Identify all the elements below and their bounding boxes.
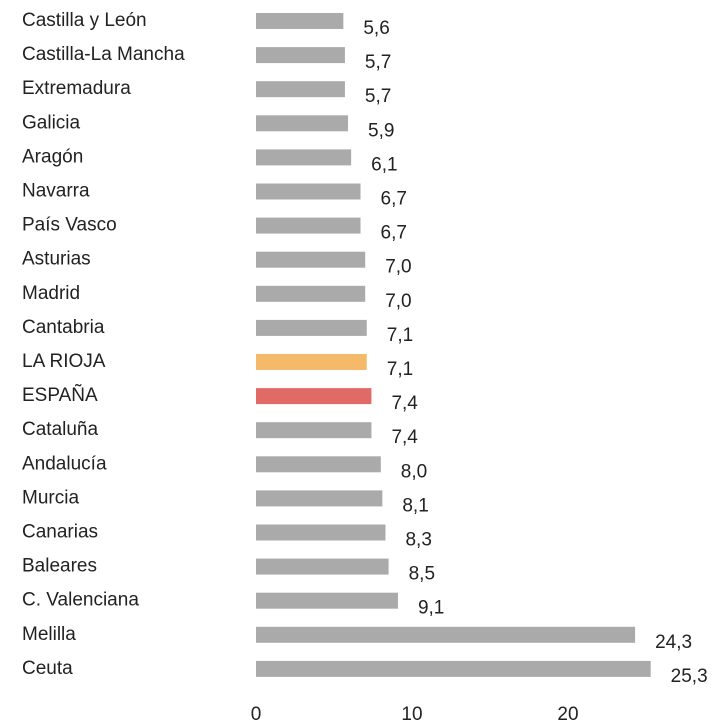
bar bbox=[256, 388, 372, 405]
bar bbox=[256, 149, 352, 166]
bar bbox=[256, 47, 345, 64]
category-label: Asturias bbox=[22, 249, 91, 270]
category-label: Ceuta bbox=[22, 658, 73, 679]
bar bbox=[256, 115, 349, 132]
category-label: Aragón bbox=[22, 146, 83, 167]
category-label: Castilla y León bbox=[22, 10, 147, 31]
bar bbox=[256, 490, 383, 507]
category-label: Extremadura bbox=[22, 78, 131, 99]
bar bbox=[256, 422, 372, 439]
category-label: LA RIOJA bbox=[22, 351, 106, 372]
bar bbox=[256, 183, 361, 200]
bar bbox=[256, 81, 345, 98]
bar bbox=[256, 217, 361, 234]
value-label: 25,3 bbox=[671, 666, 708, 687]
value-label: 5,6 bbox=[363, 18, 389, 39]
bar bbox=[256, 13, 344, 29]
category-label: Canarias bbox=[22, 522, 98, 543]
category-label: País Vasco bbox=[22, 215, 117, 236]
value-label: 9,1 bbox=[418, 598, 444, 619]
value-label: 6,7 bbox=[381, 223, 407, 244]
value-label: 7,1 bbox=[387, 359, 413, 380]
bar bbox=[256, 592, 398, 609]
value-label: 6,1 bbox=[371, 154, 397, 175]
value-label: 8,1 bbox=[402, 495, 428, 516]
value-label: 8,0 bbox=[401, 461, 427, 482]
category-label: Castilla-La Mancha bbox=[22, 44, 185, 65]
category-label: Navarra bbox=[22, 181, 90, 202]
bar bbox=[256, 558, 389, 575]
bar bbox=[256, 660, 651, 677]
bar bbox=[256, 626, 636, 643]
bar bbox=[256, 354, 367, 370]
value-label: 7,4 bbox=[391, 393, 418, 414]
value-label: 8,3 bbox=[405, 530, 431, 551]
category-label: Galicia bbox=[22, 112, 81, 133]
value-label: 7,0 bbox=[385, 291, 411, 312]
value-label: 6,7 bbox=[381, 189, 407, 210]
category-label: Cataluña bbox=[22, 419, 98, 440]
value-label: 5,9 bbox=[368, 120, 394, 141]
x-tick-label: 10 bbox=[401, 704, 422, 724]
value-label: 7,0 bbox=[385, 257, 411, 278]
category-label: Baleares bbox=[22, 556, 97, 577]
value-label: 5,7 bbox=[365, 86, 391, 107]
bar bbox=[256, 251, 366, 268]
x-tick-label: 0 bbox=[251, 704, 262, 724]
bar bbox=[256, 319, 367, 336]
category-label: Andalucía bbox=[22, 453, 107, 474]
value-label: 7,1 bbox=[387, 325, 413, 346]
category-label: C. Valenciana bbox=[22, 590, 139, 611]
value-label: 8,5 bbox=[409, 564, 435, 585]
category-label: Murcia bbox=[22, 487, 79, 508]
category-label: Melilla bbox=[22, 624, 76, 645]
bar bbox=[256, 285, 366, 302]
value-label: 7,4 bbox=[391, 427, 418, 448]
x-tick-label: 20 bbox=[557, 704, 578, 724]
category-label: ESPAÑA bbox=[22, 384, 98, 406]
bar bbox=[256, 456, 381, 473]
category-label: Madrid bbox=[22, 283, 80, 304]
value-label: 24,3 bbox=[655, 632, 692, 653]
category-label: Cantabria bbox=[22, 317, 105, 338]
value-label: 5,7 bbox=[365, 52, 391, 73]
bar bbox=[256, 524, 386, 541]
